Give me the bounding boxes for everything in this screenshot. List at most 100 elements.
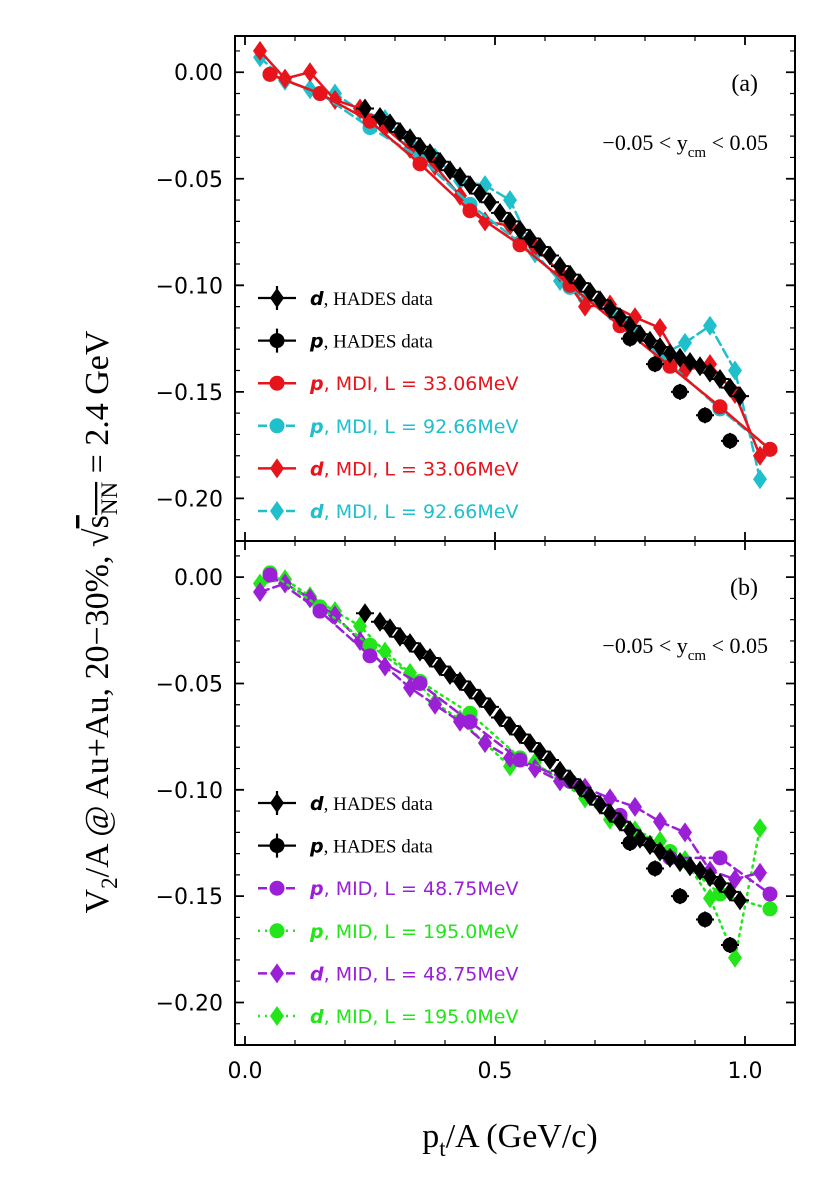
legend-marker [269, 880, 285, 896]
legend-marker [270, 1006, 284, 1026]
legend-label: d, MDI, L = 33.06MeV [310, 458, 518, 480]
series-mdi33_d [253, 40, 767, 466]
data-point [647, 860, 663, 876]
panel-b: 0.00 −0.05 −0.10 −0.15 −0.20 0.0 0.5 1.0 (b) −0… [156, 540, 796, 1084]
data-point [512, 752, 528, 768]
data-point [493, 202, 507, 223]
data-point [362, 648, 378, 664]
series-hades_d [356, 603, 749, 911]
data-point [412, 675, 428, 691]
data-point [573, 273, 587, 294]
data-point [543, 245, 557, 266]
data-point [373, 611, 387, 632]
data-point [613, 811, 627, 832]
data-point [672, 888, 688, 904]
data-point [428, 694, 442, 715]
legend-marker [270, 458, 284, 479]
data-point [312, 603, 328, 619]
data-point [713, 369, 727, 390]
series-mdi33_p [262, 66, 778, 457]
legend-item: p, MID, L = 195.0MeV [258, 921, 518, 943]
data-point [453, 671, 467, 692]
x-tick-label: 0.0 [228, 1059, 263, 1084]
data-point [693, 356, 707, 377]
data-point [513, 219, 527, 240]
legend-label: p, MDI, L = 92.66MeV [309, 416, 518, 438]
data-point [678, 822, 692, 843]
data-point [678, 332, 692, 353]
legend-item: p, HADES data [258, 328, 433, 353]
y-tick-label: −0.20 [156, 991, 223, 1016]
data-point [462, 714, 478, 730]
legend-label: d, HADES data [310, 793, 433, 815]
x-tick-label: 0.5 [478, 1059, 513, 1084]
legend-marker [269, 333, 285, 349]
data-point [628, 796, 642, 817]
data-point [312, 86, 328, 102]
y-tick-label: −0.05 [156, 672, 223, 697]
data-point [623, 820, 637, 841]
legend-item: p, MID, L = 48.75MeV [258, 878, 518, 900]
data-point [523, 228, 537, 249]
data-point [523, 733, 537, 754]
legend-marker [269, 838, 285, 854]
legend-item: d, HADES data [258, 286, 433, 310]
legend-label: p, MDI, L = 33.06MeV [309, 373, 518, 395]
data-point [753, 862, 767, 883]
data-point [762, 886, 778, 902]
data-point [703, 315, 717, 336]
data-point [423, 143, 437, 164]
x-tick-label: 1.0 [728, 1059, 763, 1084]
data-point [653, 317, 667, 338]
data-point [433, 656, 447, 677]
y-axis-label: V2/A @ Au+Au, 20−30%, √sNN = 2.4 GeV [79, 330, 122, 913]
data-point [423, 647, 437, 668]
data-point [513, 724, 527, 745]
data-point [583, 786, 597, 807]
data-point [712, 850, 728, 866]
data-point [253, 582, 267, 603]
data-point [503, 211, 517, 232]
data-point [653, 811, 667, 832]
series-hades_p [621, 330, 739, 449]
data-point [503, 190, 517, 211]
data-point [383, 113, 397, 134]
data-point [533, 741, 547, 762]
data-point [722, 937, 738, 953]
data-point [573, 777, 587, 798]
data-point [393, 626, 407, 647]
data-point [728, 947, 742, 968]
data-point [412, 156, 428, 172]
data-point [553, 256, 567, 277]
legend-label: d, MID, L = 48.75MeV [310, 963, 518, 985]
data-point [393, 121, 407, 142]
legend-marker [269, 923, 285, 939]
data-point [463, 175, 477, 196]
data-point [362, 637, 378, 653]
data-point [723, 377, 737, 398]
data-point [762, 441, 778, 457]
series-mid195_d [253, 569, 767, 968]
data-point [378, 641, 392, 662]
data-point [603, 788, 617, 809]
data-point [703, 362, 717, 383]
axes-frame [234, 540, 796, 1046]
data-point [728, 360, 742, 381]
data-point [712, 399, 728, 415]
data-point [433, 151, 447, 172]
data-point [762, 901, 778, 917]
data-point [483, 696, 497, 717]
data-point [303, 62, 317, 83]
legend-label: p, HADES data [309, 836, 433, 858]
data-point [253, 40, 267, 61]
panel-a: 0.00 −0.05 −0.10 −0.15 −0.20 (a) −0.05 < ycm… [156, 35, 796, 542]
data-point [443, 664, 457, 685]
data-point [553, 760, 567, 781]
y-tick-label: −0.15 [156, 381, 223, 406]
legend-marker [270, 793, 284, 813]
data-point [453, 166, 467, 187]
legend: d, HADES data p, HADES data p, MID, L = 48… [258, 791, 518, 1028]
data-point [493, 707, 507, 728]
legend-item: d, MID, L = 195.0MeV [258, 1006, 518, 1028]
